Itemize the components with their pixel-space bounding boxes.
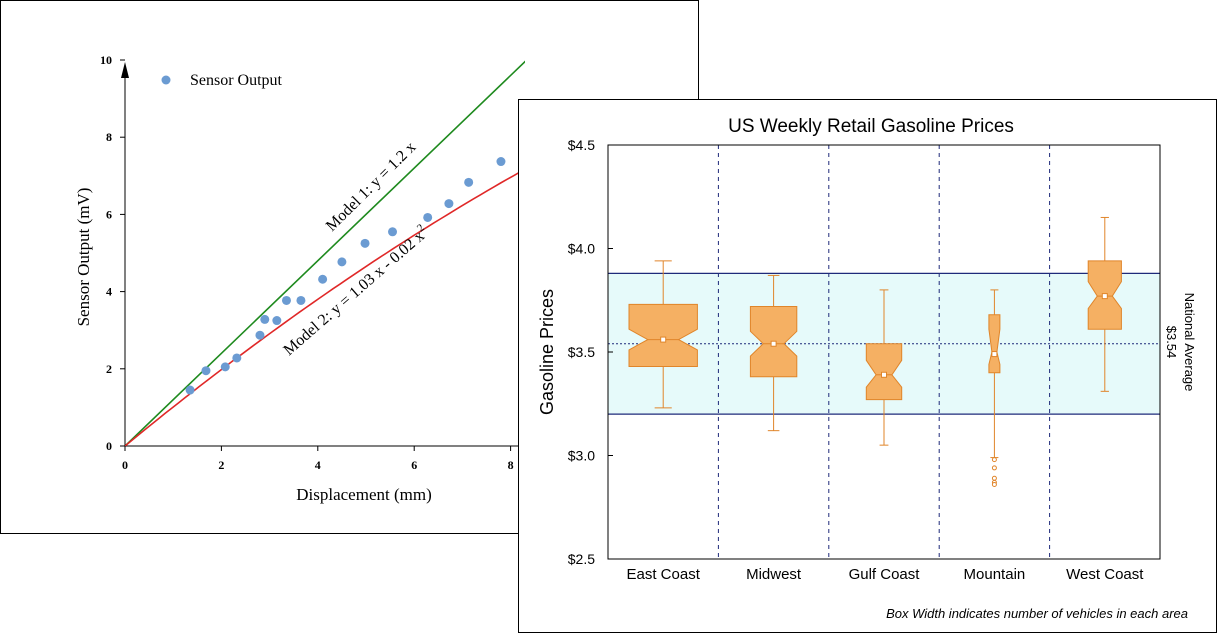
data-point <box>201 366 211 376</box>
gasoline-chart-title: US Weekly Retail Gasoline Prices <box>728 116 1014 137</box>
x-tick-label: 0 <box>122 458 128 472</box>
x-tick-label: 2 <box>218 458 224 472</box>
sensor-y-axis-title: Sensor Output (mV) <box>74 188 93 327</box>
y-tick-label: 4 <box>106 285 112 299</box>
data-point <box>281 295 291 305</box>
sensor-legend: Sensor Output <box>161 72 283 89</box>
data-point <box>260 314 270 324</box>
data-point <box>337 257 347 267</box>
gasoline-chart-panel: US Weekly Retail Gasoline Prices $2.5 $3.… <box>518 99 1217 633</box>
y-tick-label: $4.5 <box>568 137 595 153</box>
data-point <box>220 362 230 372</box>
outlier-point <box>991 481 997 487</box>
category-label: Gulf Coast <box>849 566 921 583</box>
sensor-scatter-points <box>185 157 506 395</box>
data-point <box>296 295 306 305</box>
data-point <box>318 274 328 284</box>
box-plots <box>628 216 1122 487</box>
category-label: West Coast <box>1066 566 1144 583</box>
box-gulf-coast <box>865 289 903 446</box>
notched-box <box>988 314 1001 374</box>
x-tick-label: 8 <box>508 458 514 472</box>
gasoline-footnote: Box Width indicates number of vehicles i… <box>886 606 1188 621</box>
y-tick-label: 8 <box>106 130 112 144</box>
data-point <box>185 385 195 395</box>
category-label: Mountain <box>964 566 1026 583</box>
y-tick-label: 6 <box>106 207 112 221</box>
gasoline-y-ticks: $2.5 $3.0 $3.5 $4.0 $4.5 <box>568 137 613 567</box>
y-tick-label: 2 <box>106 362 112 376</box>
outlier-point <box>991 475 997 481</box>
legend-marker-icon <box>161 75 171 85</box>
outlier-point <box>991 457 997 463</box>
gasoline-y-axis-title: Gasoline Prices <box>537 289 557 415</box>
national-average-value: $3.54 <box>1164 326 1179 359</box>
data-point <box>496 157 506 167</box>
category-label: Midwest <box>746 566 802 583</box>
x-tick-label: 6 <box>411 458 417 472</box>
category-separators <box>717 145 1051 559</box>
box-midwest <box>749 274 798 432</box>
y-tick-label: 0 <box>106 439 112 453</box>
data-point <box>255 330 265 340</box>
notched-box <box>865 343 903 401</box>
data-point <box>232 353 242 363</box>
y-tick-label: $3.5 <box>568 344 595 360</box>
y-axis-arrow-icon <box>121 62 129 78</box>
data-point <box>360 238 370 248</box>
legend-label: Sensor Output <box>190 72 283 89</box>
x-tick-label: 4 <box>315 458 321 472</box>
box-east-coast <box>628 260 698 409</box>
national-average-label: National Average <box>1182 293 1197 392</box>
sensor-x-axis-title: Displacement (mm) <box>296 485 432 504</box>
notched-box <box>628 303 698 367</box>
box-west-coast <box>1087 216 1122 392</box>
data-point <box>272 316 282 326</box>
model-1-line <box>125 60 525 446</box>
category-label: East Coast <box>627 566 701 583</box>
sensor-axis-ticks: 0 2 4 6 8 0 2 4 6 8 10 <box>100 53 514 472</box>
data-point <box>464 177 474 187</box>
data-point <box>423 212 433 222</box>
mean-marker <box>1101 293 1108 300</box>
outlier-point <box>991 465 997 471</box>
y-tick-label: 10 <box>100 53 112 67</box>
data-point <box>388 227 398 237</box>
y-tick-label: $3.0 <box>568 448 595 464</box>
y-tick-label: $2.5 <box>568 551 595 567</box>
mean-marker <box>991 351 998 358</box>
mean-marker <box>660 336 667 343</box>
data-point <box>444 199 454 209</box>
gasoline-x-ticks: East Coast Midwest Gulf Coast Mountain West … <box>627 566 1145 583</box>
mean-marker <box>770 340 777 347</box>
mean-marker <box>881 371 887 378</box>
y-tick-label: $4.0 <box>568 241 595 257</box>
box-mountain <box>988 289 1001 487</box>
